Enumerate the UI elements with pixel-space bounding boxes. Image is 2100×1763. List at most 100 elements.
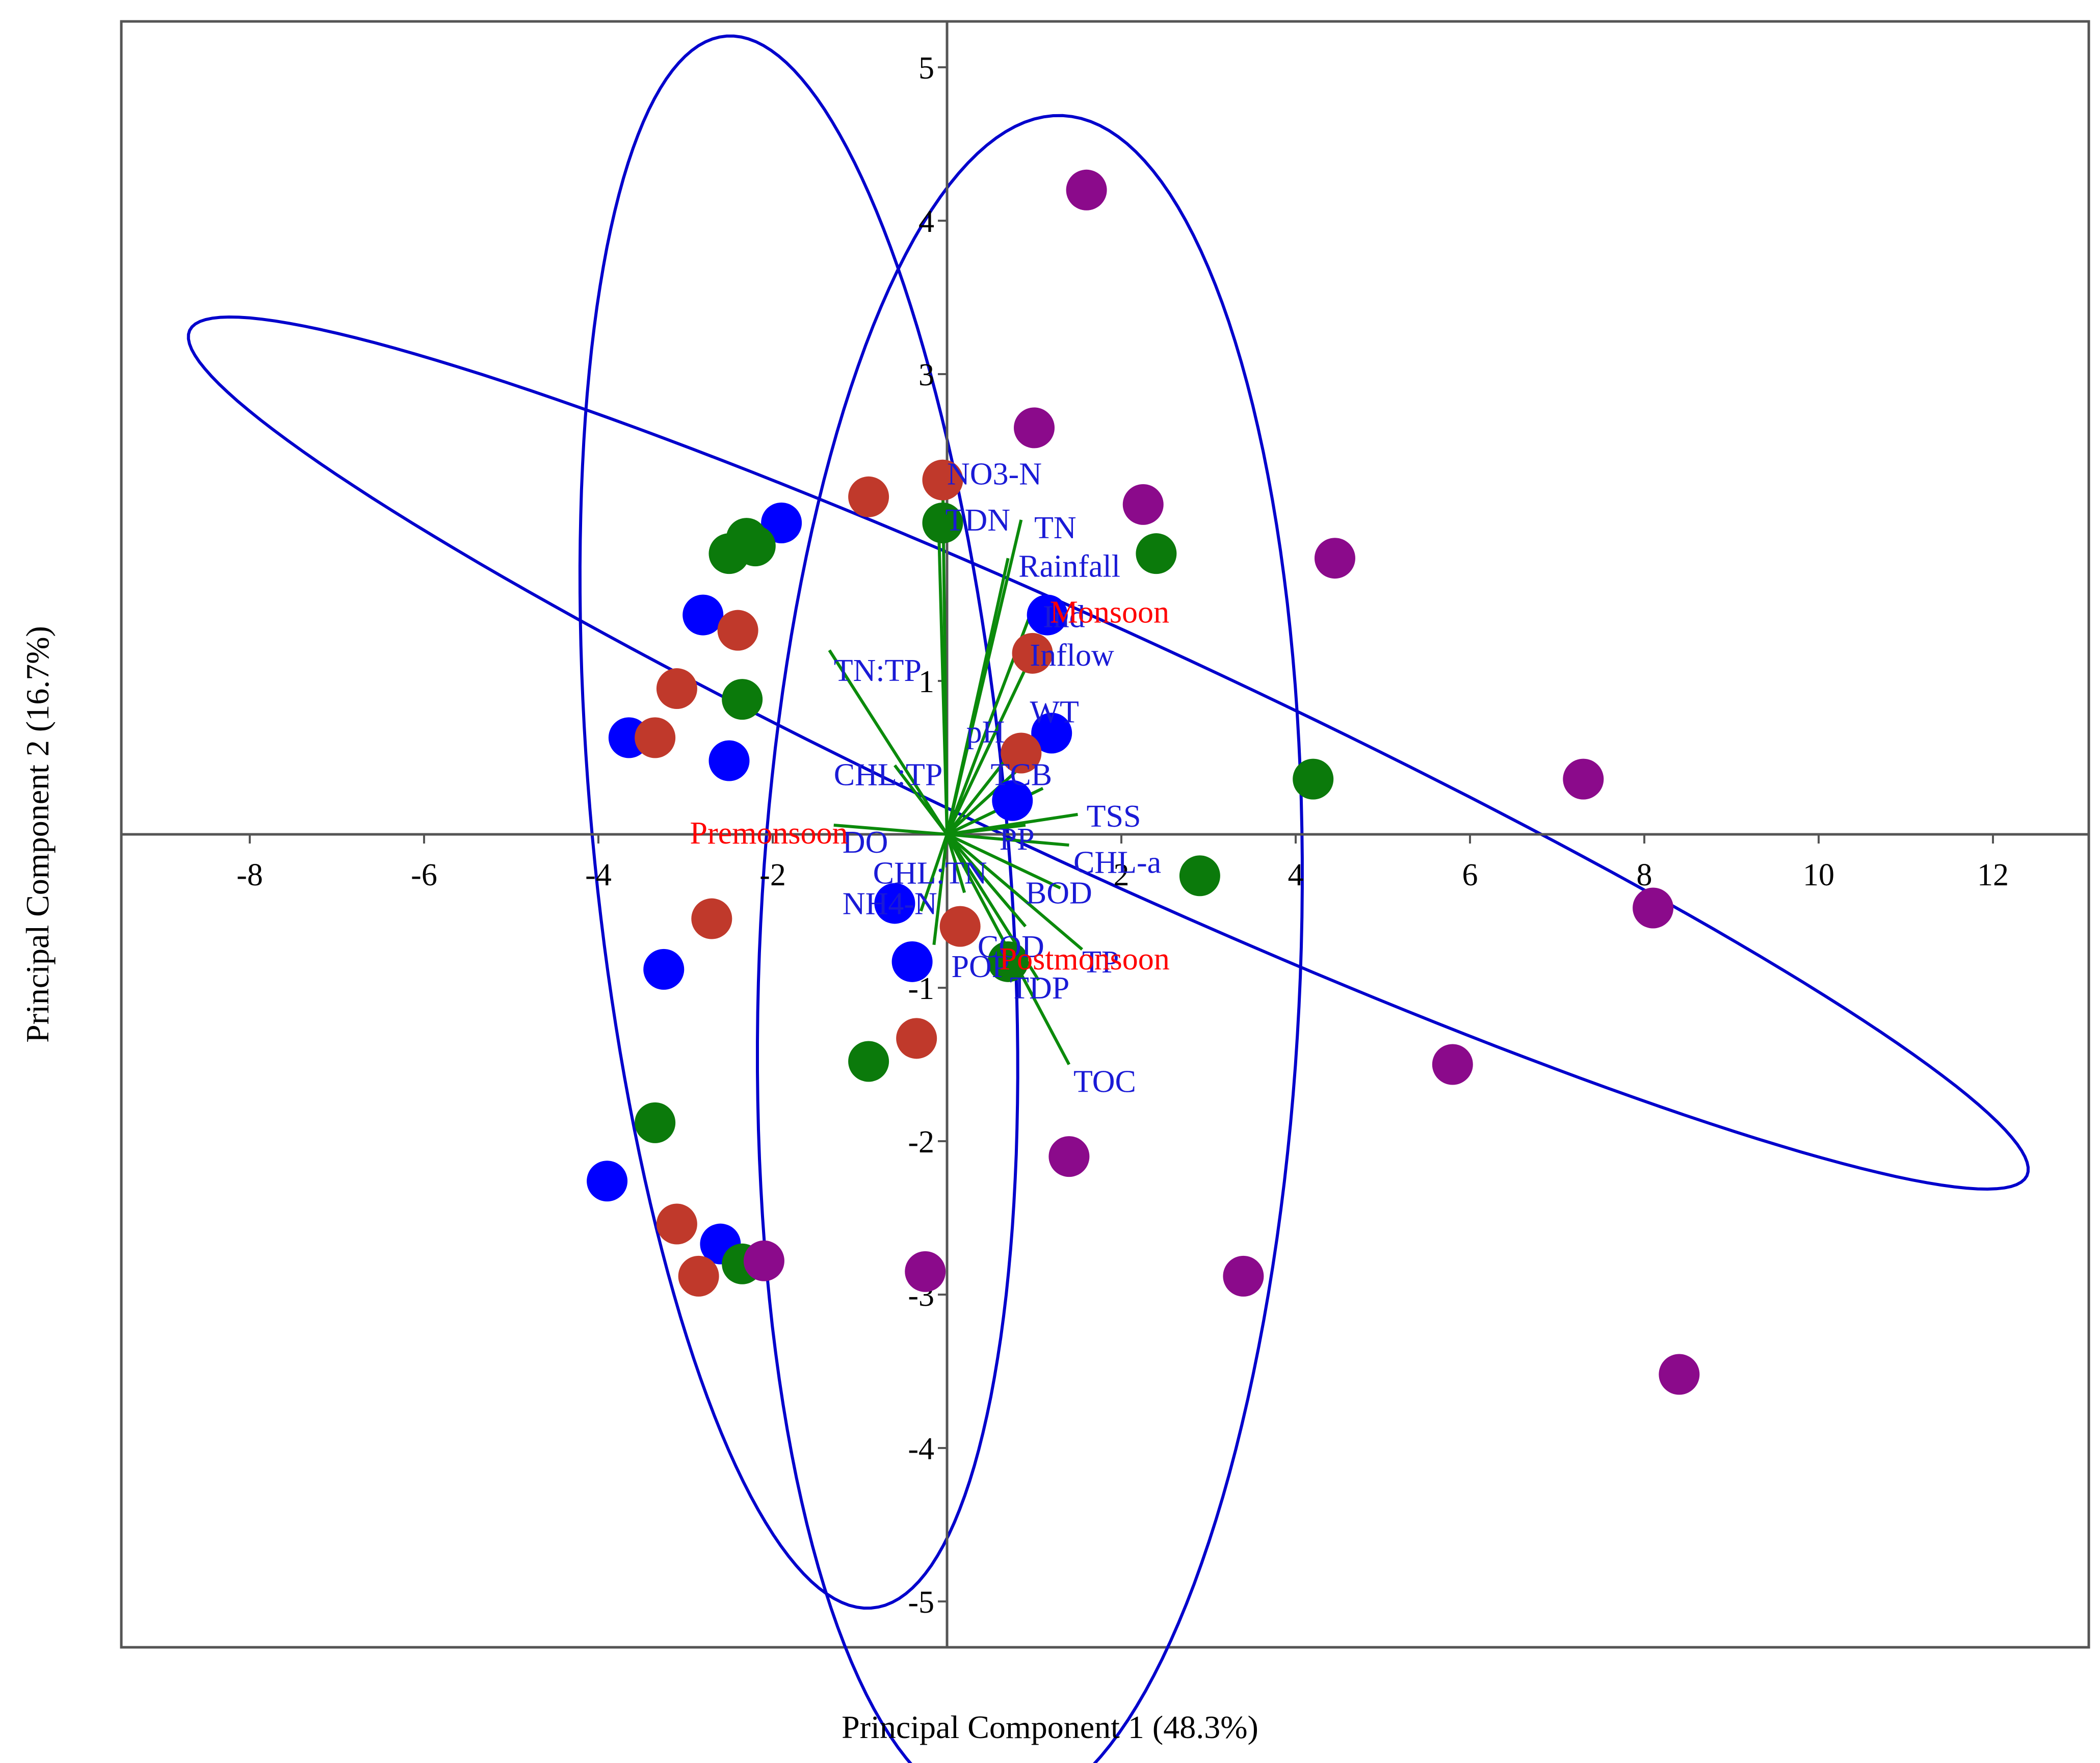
- purple-point: [1048, 1136, 1090, 1177]
- variable-label-bod: BOD: [1026, 876, 1092, 910]
- y-tick-label: 1: [918, 665, 934, 699]
- purple-point: [1563, 758, 1604, 800]
- x-tick-label: 2: [1114, 858, 1130, 892]
- variable-label-tn-tp: TN:TP: [834, 653, 922, 688]
- loading-vector-pop: [932, 834, 949, 945]
- green-point: [722, 679, 763, 720]
- purple-point: [1432, 1044, 1473, 1085]
- loading-vector-chl-tn: [946, 834, 966, 893]
- red-point: [939, 906, 981, 947]
- x-tick-label: 4: [1288, 858, 1304, 892]
- red-point: [1001, 732, 1042, 774]
- variable-label-ph: pH: [966, 715, 1005, 749]
- x-tick-label: 6: [1462, 858, 1478, 892]
- season-label-premonsoon: Premonsoon: [690, 816, 848, 851]
- variable-label-chl-tp: CHL:TP: [834, 758, 943, 793]
- y-tick-label: -5: [908, 1585, 934, 1620]
- loading-vector-inflow: [946, 649, 1036, 835]
- red-point: [635, 717, 676, 758]
- red-point: [1012, 633, 1053, 674]
- blue-point: [1027, 594, 1068, 636]
- variable-label-cod: COD: [978, 930, 1044, 964]
- variable-label-tcb: TCB: [991, 758, 1053, 793]
- season-label-monsoon: Monsoon: [1050, 595, 1169, 630]
- y-tick-label: -4: [908, 1432, 934, 1466]
- red-point: [691, 898, 732, 939]
- purple-point: [1122, 484, 1164, 525]
- confidence-ellipse-1: [187, 315, 2030, 1191]
- ellipse-layer: [187, 34, 2030, 1763]
- variable-label-wt: WT: [1030, 695, 1079, 729]
- variable-label-inflow: Inflow: [1030, 638, 1114, 673]
- green-point: [734, 525, 776, 567]
- y-axis-title: Principal Component 2 (16.7%): [19, 626, 56, 1043]
- blue-point: [992, 780, 1033, 821]
- variable-label-chl-tn: CHL:TN: [873, 856, 987, 890]
- variable-label-ind: Ind: [1043, 600, 1085, 635]
- loading-vector-bod: [946, 833, 1061, 890]
- loading-vector-chl-tp: [894, 764, 949, 835]
- blue-point: [874, 883, 915, 924]
- x-tick-label: -2: [759, 858, 786, 892]
- variable-label-toc: TOC: [1073, 1065, 1136, 1099]
- purple-point: [905, 1251, 946, 1292]
- loading-vector-tp: [946, 833, 1083, 951]
- loading-vector-cod: [946, 833, 1027, 928]
- confidence-ellipse-3: [756, 114, 1304, 1763]
- green-point: [922, 502, 963, 543]
- variable-label-rainfall: Rainfall: [1018, 549, 1120, 584]
- loading-vector-rainfall: [946, 558, 1010, 835]
- purple-point: [1014, 407, 1055, 449]
- purple-point: [1314, 538, 1355, 579]
- green-point: [987, 941, 1029, 982]
- loading-vector-do: [833, 823, 948, 836]
- blue-point: [682, 594, 724, 636]
- blue-point: [708, 740, 750, 781]
- loading-vector-pp: [947, 823, 1026, 836]
- y-tick-label: 4: [918, 204, 934, 239]
- variable-label-chl-a: CHL-a: [1073, 845, 1161, 880]
- variable-label-tn: TN: [1034, 511, 1077, 545]
- purple-point: [1223, 1255, 1264, 1297]
- blue-point: [891, 941, 933, 982]
- variable-label-pop: POP: [952, 950, 1010, 984]
- variable-label-tdn: TDN: [946, 503, 1010, 538]
- green-point: [1179, 855, 1220, 897]
- loading-vectors-layer: [828, 473, 1083, 1065]
- blue-point: [761, 502, 802, 543]
- x-tick-label: 8: [1637, 858, 1652, 892]
- blue-point: [587, 1161, 628, 1202]
- green-point: [1136, 533, 1177, 574]
- x-tick-label: -8: [237, 858, 263, 892]
- variable-label-no3-n: NO3-N: [947, 457, 1042, 492]
- x-tick-label: 12: [1977, 858, 2009, 892]
- season-label-postmonsoon: Postmonsoon: [1000, 942, 1170, 977]
- points-layer: [587, 169, 1700, 1395]
- x-tick-label: 10: [1803, 858, 1834, 892]
- loading-vector-chl-a: [947, 833, 1069, 847]
- red-point: [678, 1255, 719, 1297]
- red-point: [896, 1018, 937, 1059]
- green-point: [635, 1102, 676, 1143]
- red-point: [717, 610, 758, 651]
- loading-vector-nh4-n: [919, 834, 949, 912]
- variable-label-tss: TSS: [1087, 799, 1141, 834]
- x-axis-title: Principal Component 1 (48.3%): [842, 1709, 1258, 1745]
- red-point: [922, 459, 963, 501]
- loading-vector-tn-tp: [828, 649, 949, 835]
- purple-point: [1633, 887, 1674, 929]
- y-tick-label: 5: [918, 51, 934, 86]
- variable-label-tdp: TDP: [1010, 971, 1069, 1006]
- loading-vector-tdn: [936, 512, 949, 835]
- blue-point: [643, 949, 685, 990]
- red-point: [656, 668, 697, 709]
- y-tick-label: -2: [908, 1125, 934, 1160]
- x-tick-label: -6: [411, 858, 437, 892]
- purple-point: [743, 1240, 784, 1281]
- confidence-ellipse-2: [578, 34, 1019, 1610]
- variable-label-tp: TP: [1082, 945, 1119, 980]
- green-point: [848, 1041, 889, 1082]
- blue-point: [1031, 713, 1072, 754]
